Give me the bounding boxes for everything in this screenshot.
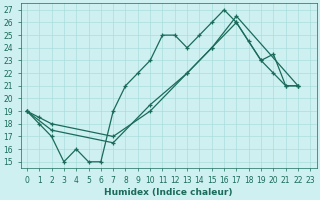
X-axis label: Humidex (Indice chaleur): Humidex (Indice chaleur)	[104, 188, 233, 197]
